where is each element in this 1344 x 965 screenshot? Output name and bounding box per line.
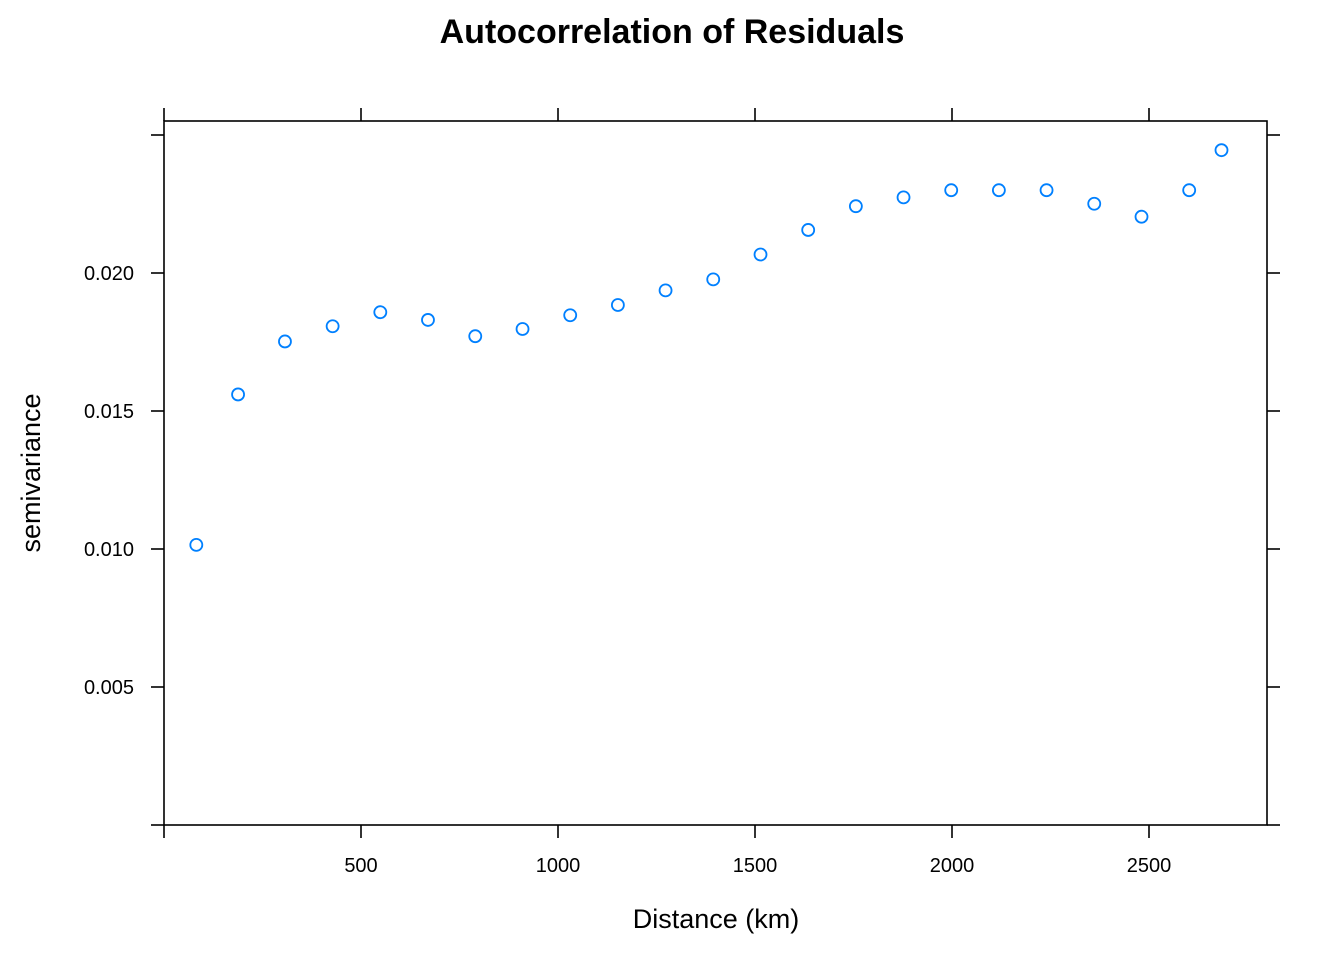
data-point [1087,196,1102,211]
axis-tick-labels: 500 1000 1500 2000 2500 0.005 0.010 0.015 0.020 [84,263,1171,877]
data-point [1182,183,1197,198]
chart-title: Autocorrelation of Residuals [440,13,905,51]
data-point [421,313,435,327]
x-axis-label: Distance (km) [633,904,800,934]
x-tick-label: 2500 [1127,855,1172,877]
data-point [1214,143,1229,158]
data-point [563,308,578,323]
y-tick-label: 0.010 [84,539,134,561]
data-point [801,223,816,237]
data-point [231,387,245,402]
x-tick-label: 2000 [930,855,975,877]
data-points [189,143,1229,552]
data-point [848,199,863,214]
x-tick-label: 1000 [536,855,581,877]
data-point [468,329,483,344]
data-point [896,190,911,205]
data-point [189,537,204,552]
data-point [325,319,340,334]
y-tick-label: 0.020 [84,263,134,285]
data-point [373,305,388,320]
data-point [610,298,625,312]
data-point [515,322,530,336]
data-point [706,272,721,287]
data-point [658,283,673,298]
data-point [753,247,768,262]
data-point [991,183,1006,198]
x-tick-label: 1500 [733,855,778,877]
data-point [944,183,959,198]
data-point [1134,209,1149,224]
data-point [278,334,292,349]
data-point [1039,183,1054,198]
axis-ticks [151,108,1280,838]
y-tick-label: 0.015 [84,401,134,423]
plot-frame [163,120,1268,826]
x-tick-label: 500 [344,855,377,877]
y-axis-label: semivariance [16,393,46,552]
y-tick-label: 0.005 [84,677,134,699]
